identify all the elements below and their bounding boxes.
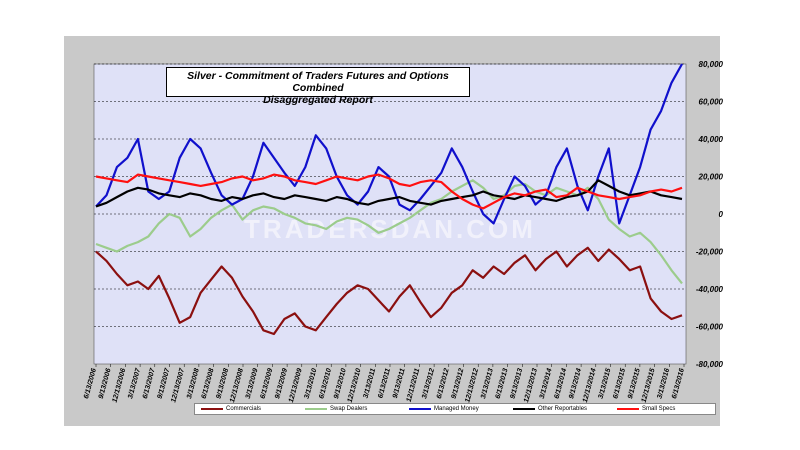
legend-label: Small Specs: [642, 406, 676, 412]
y-tick-label: 40,000: [698, 135, 724, 144]
legend-label: Managed Money: [434, 406, 479, 412]
y-tick-label: -40,000: [696, 285, 724, 294]
legend-swatch: [409, 408, 431, 410]
y-tick-label: -60,000: [696, 323, 724, 332]
x-tick-label: 3/13/2012: [421, 368, 436, 400]
x-tick-label: 6/13/2016: [671, 368, 686, 400]
x-tick-label: 9/13/2012: [451, 368, 466, 400]
x-tick-label: 6/13/2006: [83, 368, 98, 400]
x-tick-label: 12/13/2008: [229, 368, 245, 404]
legend-label: Commercials: [226, 406, 262, 412]
x-tick-label: 12/13/2012: [464, 368, 480, 404]
y-tick-label: -20,000: [696, 248, 724, 257]
x-tick-label: 9/13/2013: [509, 368, 524, 400]
y-tick-label: -80,000: [696, 360, 724, 369]
legend-item: Swap Dealers: [299, 406, 403, 412]
x-tick-label: 12/13/2011: [406, 368, 422, 403]
x-tick-label: 6/13/2014: [554, 368, 569, 400]
x-tick-label: 12/13/2013: [523, 368, 539, 404]
legend-label: Swap Dealers: [330, 406, 368, 412]
series-line-small-specs: [95, 173, 683, 210]
x-tick-label: 12/13/2007: [170, 367, 186, 404]
series-line-managed-money: [95, 63, 683, 225]
x-tick-label: 9/13/2007: [157, 367, 172, 400]
x-tick-label: 9/13/2015: [627, 368, 642, 400]
legend-item: Managed Money: [403, 406, 507, 412]
chart-subtitle: Disaggregated Report: [263, 94, 373, 106]
x-tick-label: 6/13/2009: [260, 368, 275, 400]
y-tick-label: 80,000: [699, 60, 724, 69]
legend-label: Other Reportables: [538, 406, 588, 412]
legend-item: Other Reportables: [507, 406, 611, 412]
chart-title: Silver - Commitment of Traders Futures a…: [187, 70, 449, 94]
chart-title-box: Silver - Commitment of Traders Futures a…: [166, 67, 470, 106]
x-tick-label: 3/13/2008: [186, 368, 201, 400]
y-tick-label: 0: [719, 210, 724, 219]
x-tick-label: 6/13/2015: [612, 368, 627, 400]
x-tick-label: 9/13/2010: [333, 368, 348, 400]
y-tick-label: 60,000: [699, 98, 724, 107]
x-tick-label: 3/13/2013: [480, 368, 495, 400]
x-tick-label: 3/13/2010: [304, 368, 319, 400]
x-tick-label: 6/13/2011: [377, 368, 392, 399]
x-tick-label: 9/13/2014: [568, 368, 583, 400]
legend-item: Small Specs: [611, 406, 715, 412]
x-tick-label: 3/13/2011: [363, 368, 378, 399]
x-tick-label: 3/13/2007: [127, 367, 142, 400]
x-tick-label: 9/13/2009: [274, 368, 289, 400]
x-tick-label: 3/13/2016: [656, 368, 671, 400]
y-tick-label: 20,000: [698, 173, 724, 182]
x-tick-label: 12/13/2006: [111, 368, 127, 404]
x-tick-label: 12/13/2010: [347, 368, 363, 404]
x-tick-label: 12/13/2014: [582, 368, 598, 404]
y-axis: -80,000 -60,000 -40,000 -20,000 0 20,000 40,00…: [696, 60, 724, 369]
series-lines: [95, 63, 683, 336]
series-line-commercials: [95, 246, 683, 336]
x-tick-label: 6/13/2012: [436, 368, 451, 400]
legend-swatch: [201, 408, 223, 410]
x-tick-label: 9/13/2006: [98, 368, 113, 400]
legend-swatch: [617, 408, 639, 410]
x-tick-label: 3/13/2009: [245, 368, 260, 400]
x-tick-label: 6/13/2010: [318, 368, 333, 400]
x-tick-label: 12/13/2009: [288, 368, 304, 404]
series-line-other-reportables: [95, 179, 683, 208]
legend: Commercials Swap Dealers Managed Money Othe…: [194, 403, 716, 415]
x-tick-label: 6/13/2008: [201, 368, 216, 400]
x-tick-label: 9/13/2008: [215, 368, 230, 400]
x-tick-label: 6/13/2013: [495, 368, 510, 400]
legend-swatch: [305, 408, 327, 410]
x-tick-label: 3/13/2014: [539, 368, 554, 400]
legend-item: Commercials: [195, 406, 299, 412]
legend-swatch: [513, 408, 535, 410]
x-tick-label: 9/13/2011: [392, 368, 407, 399]
x-tick-label: 6/13/2007: [142, 367, 157, 400]
x-tick-label: 12/13/2015: [641, 368, 657, 404]
x-tick-label: 3/13/2015: [598, 368, 613, 400]
